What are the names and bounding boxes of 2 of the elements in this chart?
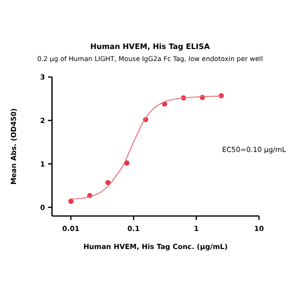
point [105,180,111,186]
point [68,198,74,204]
